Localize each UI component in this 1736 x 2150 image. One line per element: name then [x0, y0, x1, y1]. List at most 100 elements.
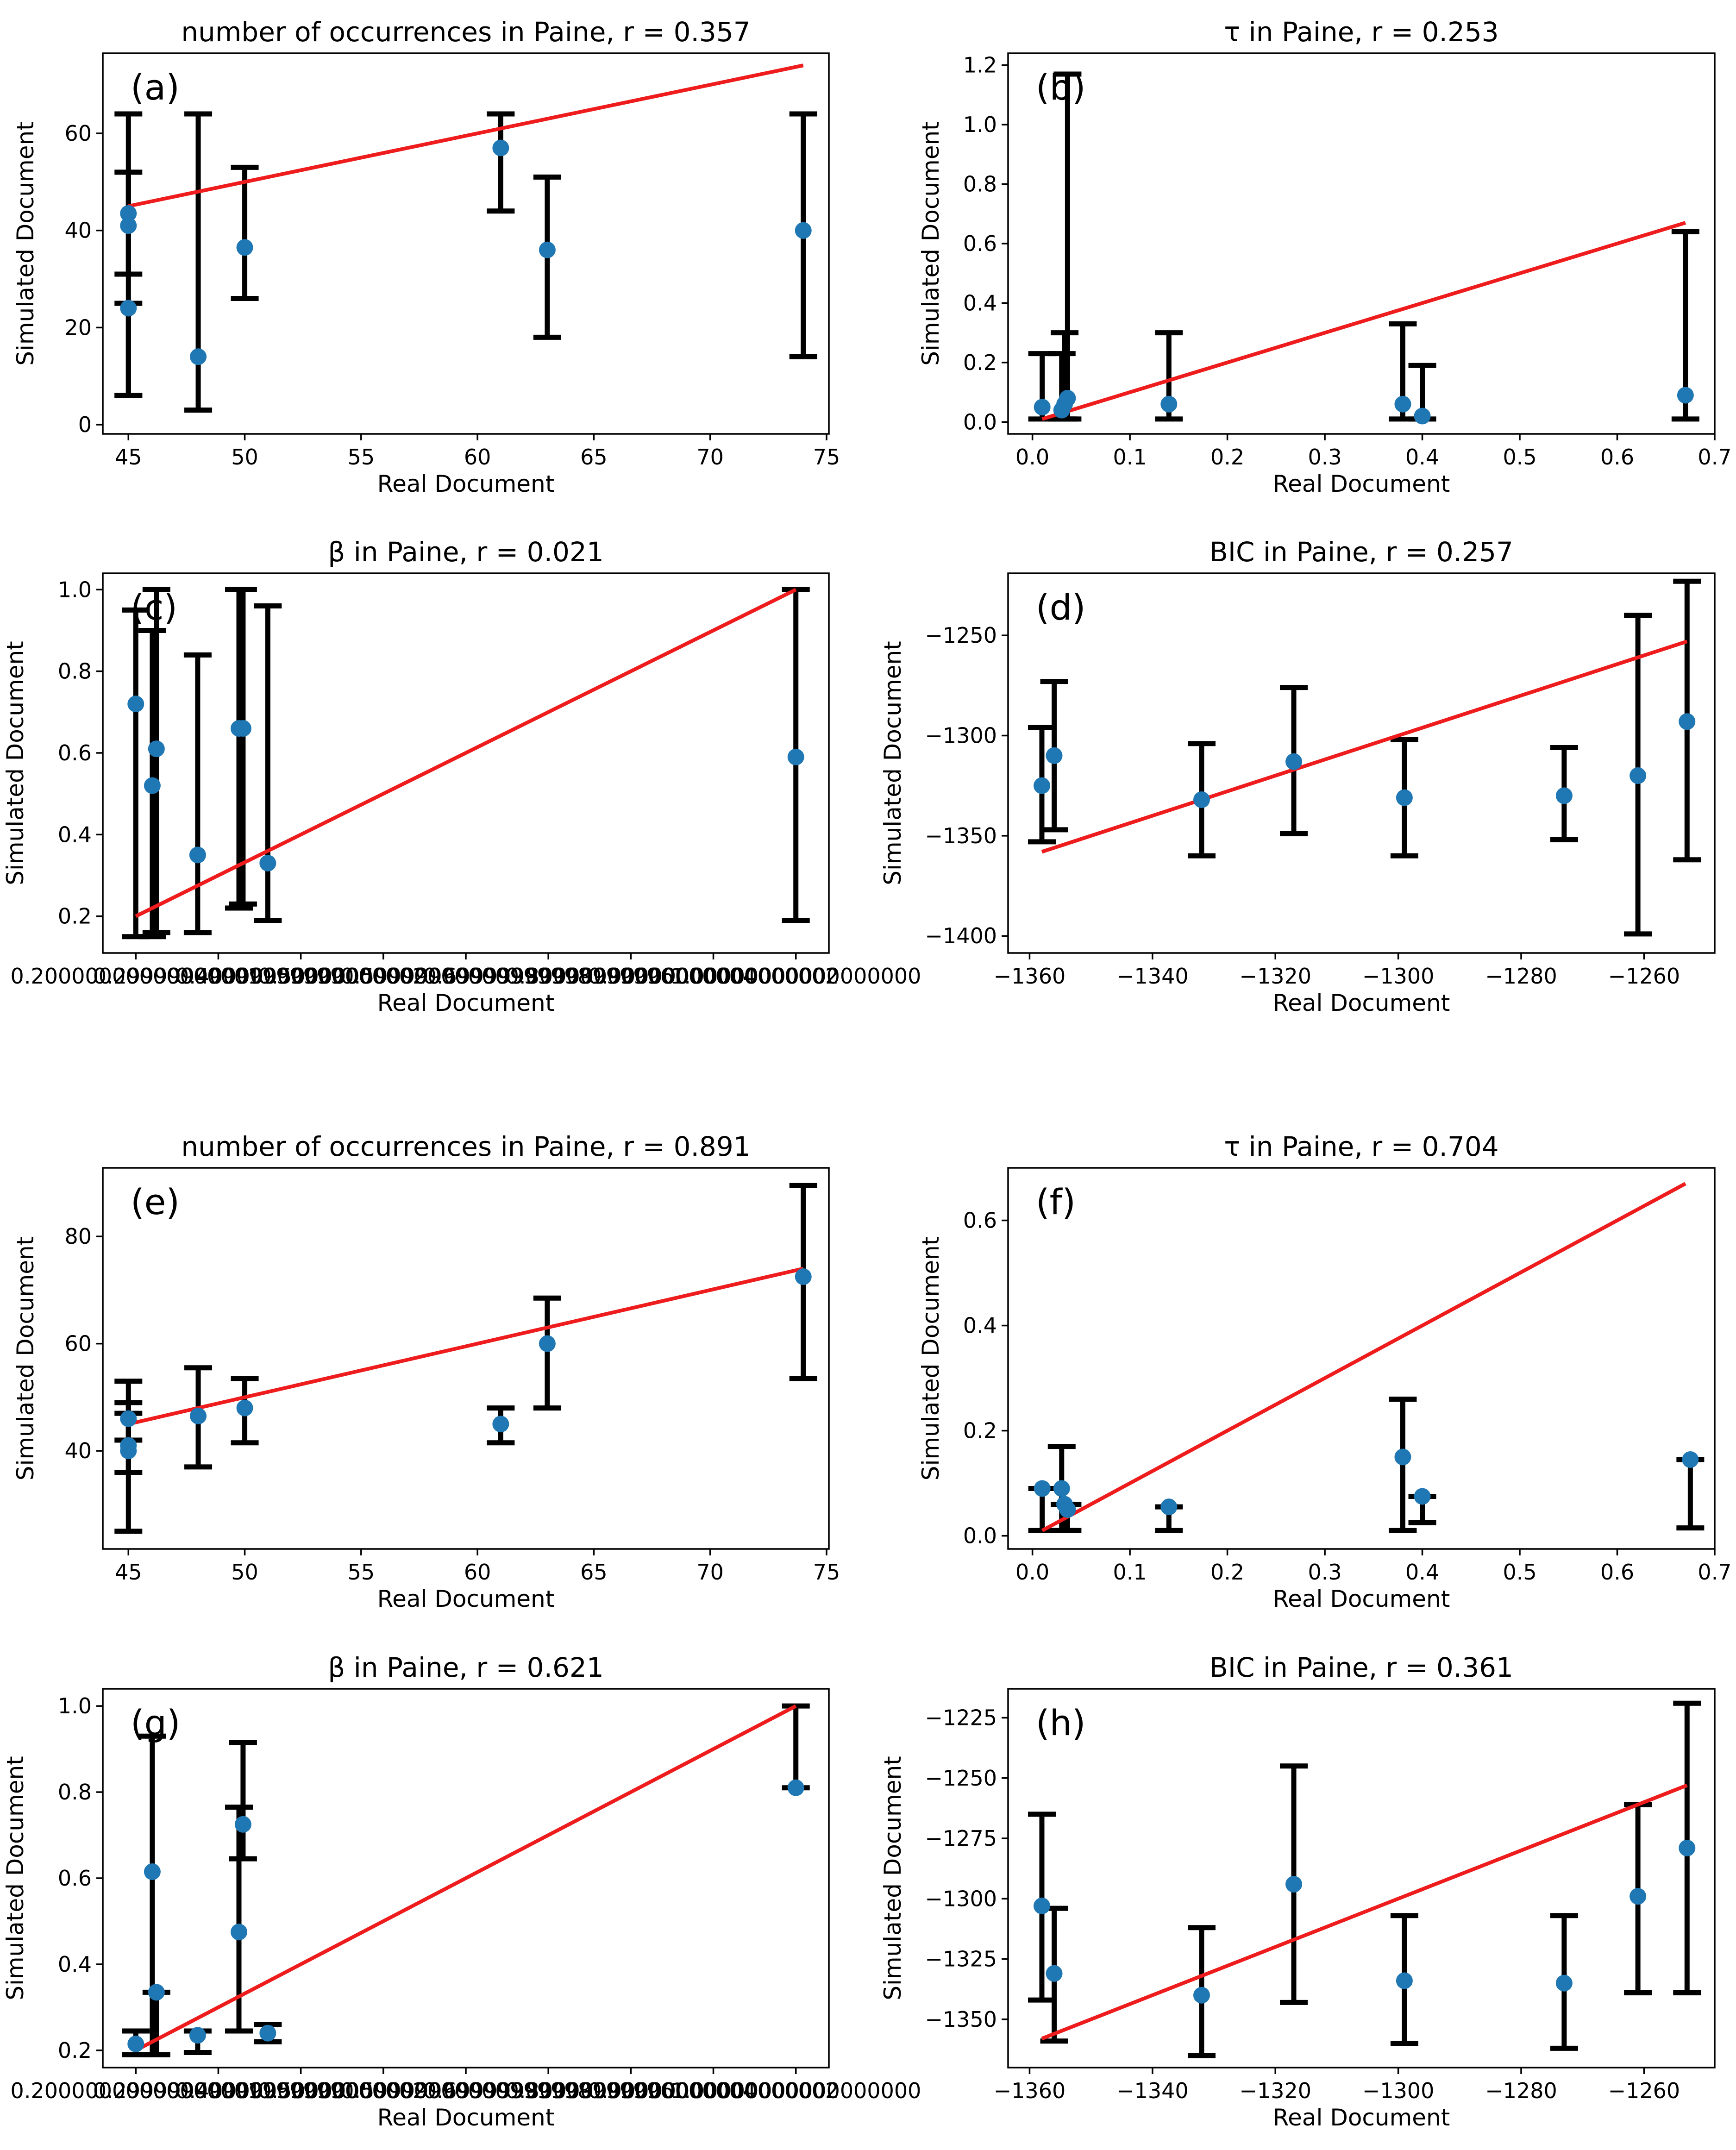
axes-frame [1007, 572, 1716, 954]
chart-title: β in Paine, r = 0.021 [328, 536, 603, 568]
data-point [259, 855, 276, 872]
x-tick-label: 0.4 [1405, 445, 1439, 470]
x-tick-label: 60 [464, 445, 491, 470]
x-tick-label: 0.0 [1015, 1560, 1049, 1585]
y-tick-label: 60 [64, 1331, 92, 1356]
error-bar [229, 587, 257, 907]
y-tick-label: 60 [64, 121, 92, 146]
panel-label: (d) [1036, 587, 1086, 628]
data-point [1046, 747, 1063, 764]
data-point [1059, 1501, 1076, 1518]
x-tick-label: 0.50000000000000000 [258, 2078, 508, 2103]
y-tick-label: 0 [78, 412, 92, 437]
chart-title: β in Paine, r = 0.621 [328, 1652, 603, 1683]
fit-line [128, 63, 804, 208]
data-point [189, 846, 206, 864]
y-axis-label: Simulated Document [2, 1756, 29, 2000]
fit-line [128, 1266, 804, 1426]
y-tick-label: 40 [64, 1438, 92, 1463]
y-axis-label: Simulated Document [12, 121, 39, 366]
data-point [1033, 1897, 1050, 1914]
chart-panel-3: 0.200000000000000010.299999999999999990.… [2, 536, 921, 1016]
x-tick-label: 0.1 [1113, 1560, 1147, 1585]
axes-frame [102, 572, 830, 954]
fit-line [135, 1704, 797, 2052]
y-tick-label: 0.6 [963, 231, 997, 256]
error-bar [533, 1295, 561, 1411]
x-tick-label: −1320 [1239, 2078, 1311, 2103]
y-axis-label: Simulated Document [2, 641, 29, 885]
y-tick-label: 0.6 [963, 1208, 997, 1233]
error-bar [114, 301, 143, 398]
data-point [795, 1268, 812, 1285]
data-point [1160, 1498, 1178, 1516]
error-bar [225, 1805, 253, 2034]
y-tick-label: 0.2 [58, 2038, 92, 2063]
x-tick-label: 0.29999999999999999 [93, 2078, 344, 2103]
data-point [1679, 713, 1696, 730]
y-tick-label: −1325 [925, 1947, 997, 1972]
data-point [1629, 767, 1647, 784]
axes-frame [1007, 52, 1716, 435]
chart-title: τ in Paine, r = 0.704 [1224, 1131, 1498, 1162]
y-tick-label: −1250 [925, 623, 997, 648]
x-tick-label: −1260 [1608, 2078, 1680, 2103]
data-point [259, 2025, 276, 2042]
error-bar [782, 1703, 810, 1791]
chart-title: BIC in Paine, r = 0.361 [1210, 1652, 1513, 1683]
data-point [190, 348, 207, 365]
y-tick-label: 0.4 [58, 1952, 92, 1977]
data-point [144, 777, 161, 794]
data-point [120, 300, 137, 317]
x-tick-label: 0.59999999999999998 [340, 2078, 591, 2103]
data-point [1285, 1876, 1303, 1893]
x-tick-label: 0.69999999999999996 [423, 2078, 673, 2103]
x-tick-label: 0.7 [1698, 1560, 1731, 1585]
panel-label: (h) [1036, 1702, 1085, 1743]
x-tick-label: 0.69999999999999996 [423, 964, 673, 989]
x-tick-label: 0.6 [1600, 445, 1634, 470]
data-point [1396, 1972, 1413, 1989]
y-tick-label: 0.8 [58, 659, 92, 684]
data-point [1193, 791, 1210, 808]
x-tick-label: −1280 [1485, 2078, 1557, 2103]
y-tick-label: 20 [64, 315, 92, 340]
x-tick-label: 0.6 [1600, 1560, 1634, 1585]
x-tick-label: 50 [231, 1560, 258, 1585]
error-bar [231, 164, 259, 301]
data-point [1414, 407, 1431, 425]
y-tick-label: 1.0 [963, 112, 997, 137]
axes-frame [102, 1167, 830, 1550]
x-tick-label: 0.20000000000000001 [11, 2078, 261, 2103]
x-axis-label: Real Document [377, 1586, 555, 1612]
x-tick-label: 0.7 [1698, 445, 1731, 470]
error-bar [1676, 1457, 1705, 1531]
panel-label: (a) [131, 67, 180, 108]
y-tick-label: 0.8 [58, 1780, 92, 1805]
error-bar [122, 607, 150, 940]
panel-label: (e) [131, 1181, 180, 1222]
y-tick-label: 1.0 [58, 1693, 92, 1718]
x-tick-label: 70 [696, 1560, 724, 1585]
x-tick-label: −1340 [1116, 2078, 1189, 2103]
chart-title: BIC in Paine, r = 0.257 [1210, 536, 1513, 568]
data-point [1555, 1974, 1573, 1992]
y-tick-label: −1250 [925, 1766, 997, 1791]
data-point [1394, 1448, 1411, 1466]
data-point [190, 1407, 207, 1424]
x-tick-label: 55 [348, 1560, 375, 1585]
y-tick-label: 0.6 [58, 1866, 92, 1891]
data-point [236, 1399, 253, 1417]
y-tick-label: 0.2 [963, 350, 997, 375]
x-tick-label: −1320 [1239, 964, 1311, 989]
data-point [1033, 777, 1050, 794]
y-tick-label: 0.0 [963, 409, 997, 434]
x-tick-label: 45 [115, 445, 142, 470]
x-tick-label: 0.5 [1503, 1560, 1536, 1585]
error-bar [229, 1740, 257, 1862]
data-point [234, 1816, 251, 1833]
x-axis-label: Real Document [1273, 990, 1450, 1016]
x-tick-label: 0.4 [1405, 1560, 1439, 1585]
x-tick-label: 0.1 [1113, 445, 1147, 470]
data-point [787, 1779, 804, 1796]
